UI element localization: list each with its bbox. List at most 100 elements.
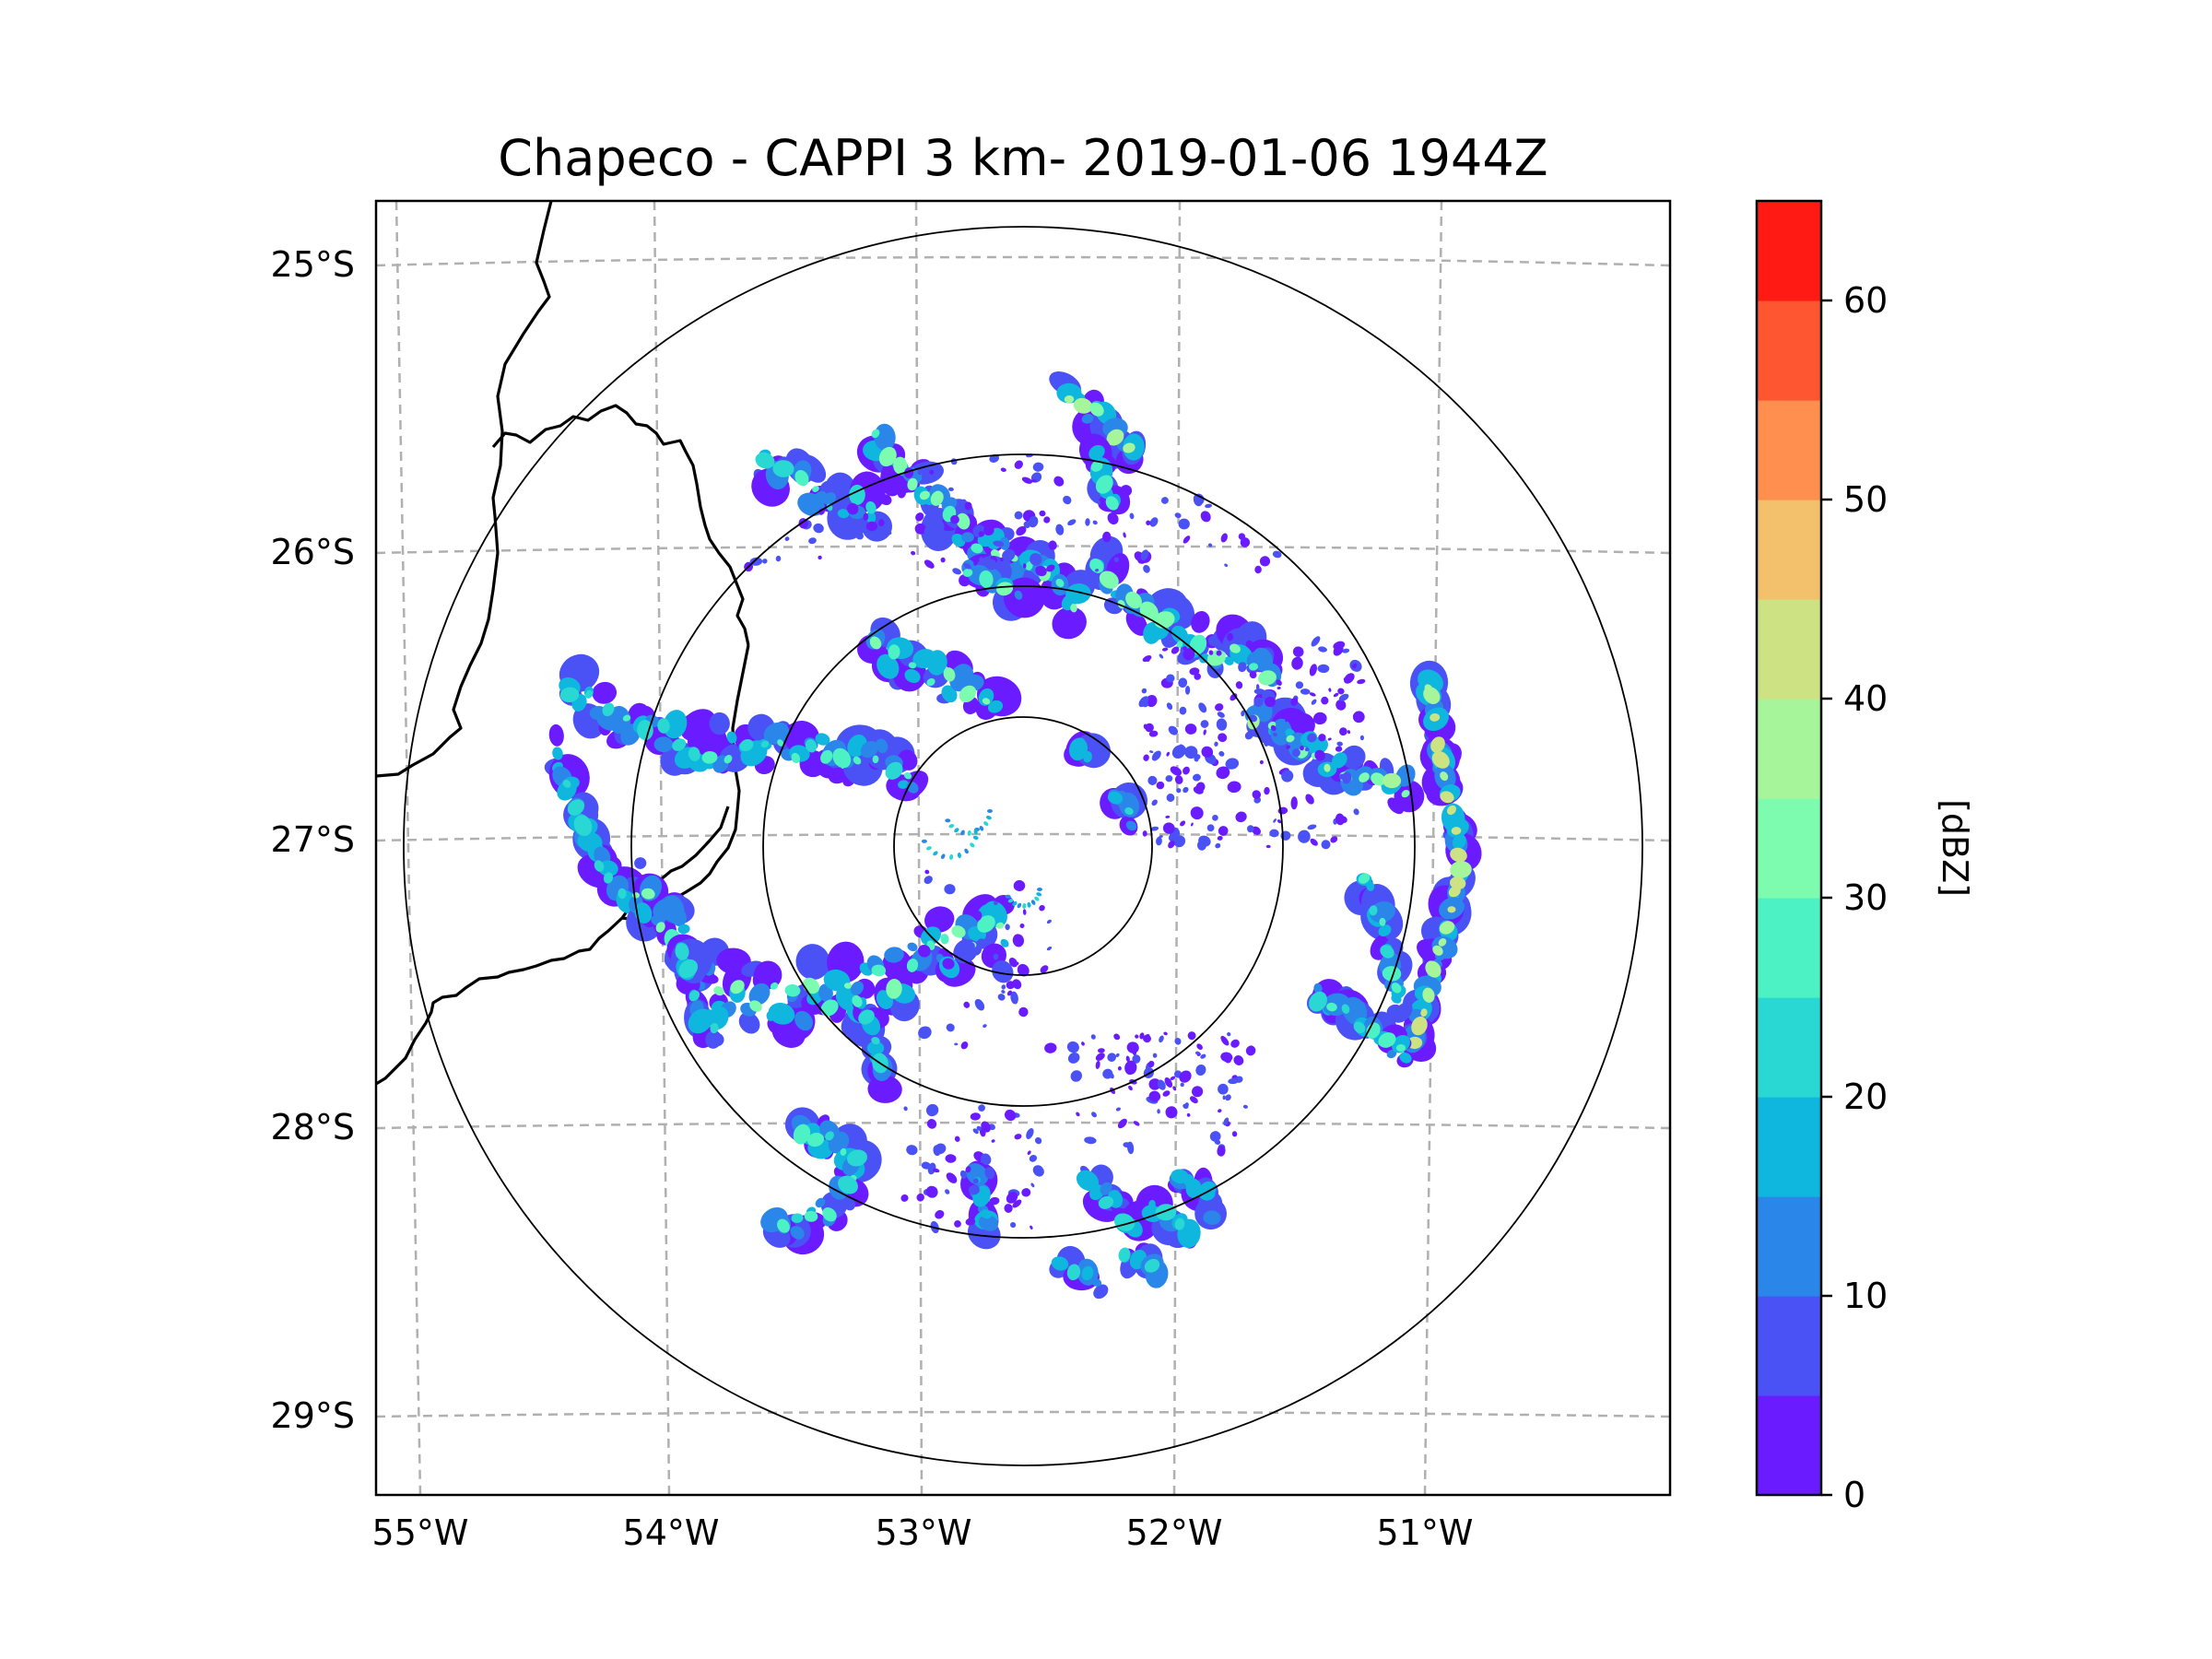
- echo-cell: [1366, 880, 1375, 891]
- echo-cell: [1095, 1053, 1105, 1061]
- echo-cell: [925, 1185, 938, 1198]
- echo-cell: [1090, 1034, 1096, 1040]
- echo-cell: [1117, 1065, 1122, 1071]
- echo-cell: [1022, 563, 1027, 569]
- echo-cell: [1043, 516, 1051, 524]
- echo-cell: [1022, 909, 1027, 915]
- echo-cell: [1218, 1083, 1229, 1095]
- echo-cell: [983, 524, 994, 536]
- echo-cell: [1246, 825, 1254, 833]
- echo-cell: [1081, 413, 1094, 424]
- echo-cell: [808, 537, 817, 545]
- echo-cell: [552, 747, 563, 760]
- echo-cell: [858, 1009, 875, 1025]
- echo-cell: [1012, 1199, 1022, 1208]
- echo-cell: [1272, 732, 1277, 737]
- echo-cell: [965, 1218, 976, 1226]
- echo-cell: [963, 1001, 971, 1008]
- echo-cell: [1193, 773, 1201, 782]
- echo-cell: [749, 1000, 762, 1012]
- echo-cell: [548, 724, 564, 747]
- echo-cell: [813, 523, 824, 534]
- echo-cell: [1335, 700, 1347, 711]
- echo-cell: [954, 828, 959, 833]
- echo-cell: [1144, 1258, 1160, 1273]
- echo-cell: [961, 971, 968, 977]
- colorbar-tick-label: 0: [1843, 1475, 1865, 1515]
- echo-cell: [995, 582, 1014, 596]
- colorbar-block: [1757, 1395, 1821, 1496]
- echo-cell: [946, 1172, 958, 1183]
- lat-label-25: 25°S: [271, 244, 355, 285]
- colorbar-ticks: 0 10 20 30 40 50 60: [1821, 280, 1888, 1515]
- echo-cell: [1149, 517, 1159, 527]
- echo-cell: [960, 1041, 969, 1050]
- echo-cell: [1182, 535, 1191, 544]
- echo-cell: [1052, 606, 1087, 640]
- echo-cell: [1273, 818, 1277, 823]
- echo-cell: [907, 942, 918, 952]
- echo-cell: [1220, 1035, 1230, 1046]
- echo-cell: [1171, 1169, 1189, 1184]
- echo-cell: [926, 677, 935, 687]
- echo-cell: [815, 1197, 826, 1208]
- echo-cell: [777, 1218, 790, 1233]
- echo-cell: [1285, 771, 1292, 782]
- echo-cell: [1156, 836, 1162, 846]
- lat-label-28: 28°S: [271, 1107, 355, 1147]
- echo-cell: [977, 915, 995, 933]
- echo-cell: [1313, 982, 1323, 994]
- echo-cell: [1162, 822, 1175, 834]
- echo-cell: [1411, 1016, 1428, 1036]
- echo-cell: [1311, 699, 1317, 705]
- echo-cell: [1447, 805, 1456, 816]
- echo-cell: [1184, 746, 1198, 759]
- echo-cell: [1430, 712, 1441, 722]
- echo-cell: [641, 888, 655, 900]
- echo-cell: [1265, 844, 1271, 849]
- echo-cell: [917, 468, 924, 476]
- echo-cell: [1157, 1109, 1160, 1114]
- echo-cell: [1179, 1070, 1192, 1083]
- echo-cell: [1264, 786, 1270, 795]
- echo-cell: [970, 1112, 981, 1121]
- echo-cell: [1333, 692, 1339, 698]
- echo-cell: [1003, 577, 1045, 618]
- echo-cell: [710, 1023, 719, 1034]
- echo-cell: [592, 681, 618, 704]
- echo-cell: [1430, 736, 1445, 753]
- echo-cell: [1227, 1031, 1231, 1037]
- echo-cell: [959, 685, 977, 703]
- echo-cell: [1205, 503, 1213, 509]
- echo-cell: [738, 1012, 760, 1034]
- echo-cell: [1450, 861, 1472, 878]
- echo-cell: [1124, 1060, 1137, 1076]
- echo-cell: [1044, 1042, 1057, 1053]
- echo-cell: [1401, 789, 1410, 798]
- gridline-lon-53: [914, 201, 924, 1495]
- echo-cell: [1215, 842, 1221, 849]
- echo-cell: [1185, 1178, 1202, 1198]
- echo-cell: [1235, 681, 1243, 689]
- echo-cell: [1309, 991, 1327, 1012]
- echo-cell: [1147, 1060, 1155, 1068]
- echo-cell: [1025, 561, 1033, 571]
- colorbar-block: [1757, 699, 1821, 799]
- colorbar-tick-label: 40: [1843, 678, 1888, 719]
- echo-cell: [711, 1032, 724, 1047]
- echo-cell: [954, 1219, 961, 1228]
- echo-cell: [602, 702, 615, 717]
- echo-cell: [1178, 744, 1187, 755]
- echo-cell: [1310, 838, 1318, 846]
- echo-cell: [1055, 524, 1065, 535]
- echo-cell: [932, 1168, 940, 1173]
- echo-cell: [1318, 646, 1327, 653]
- echo-cell: [964, 848, 969, 854]
- echo-cell: [1143, 1034, 1151, 1043]
- echo-cell: [972, 1128, 979, 1135]
- echo-cell: [1013, 879, 1026, 892]
- echo-cell: [1120, 485, 1133, 497]
- echo-cell: [950, 514, 959, 524]
- echo-cell: [1091, 1278, 1102, 1287]
